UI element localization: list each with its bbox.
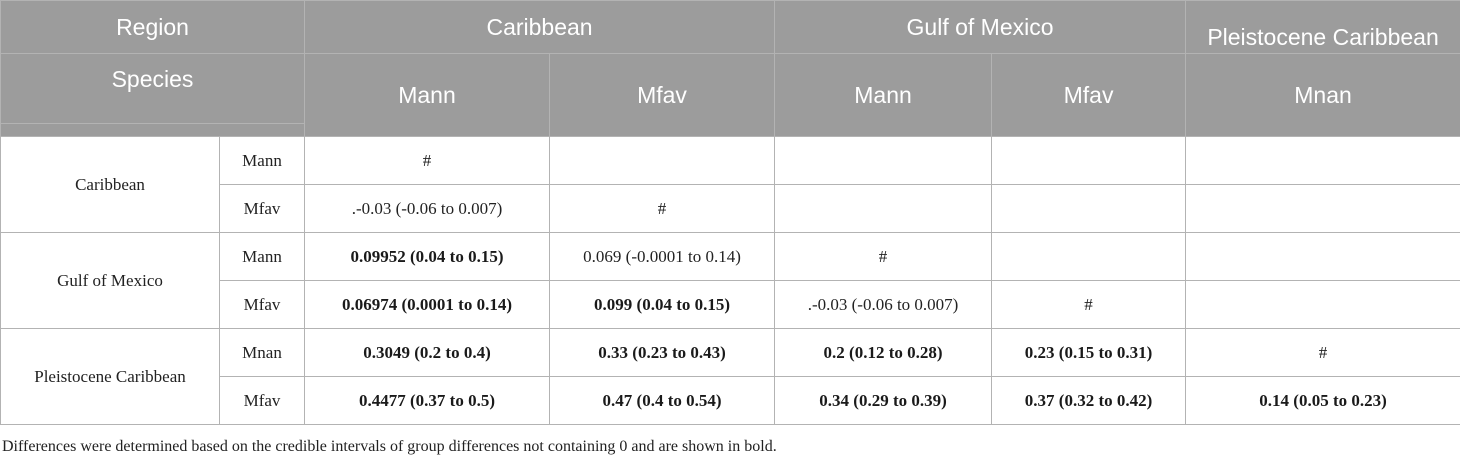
species-header: Species [0,53,306,137]
row-species-label: Mfav [218,376,306,425]
group-header-pleistocene-label: Pleistocene Caribbean [1207,23,1439,50]
table-cell: 0.33 (0.23 to 0.43) [549,328,776,377]
table-cell: 0.099 (0.04 to 0.15) [549,280,776,329]
table-row: Mfav 0.06974 (0.0001 to 0.14) 0.099 (0.0… [1,280,1460,329]
table-row: Mfav 0.4477 (0.37 to 0.5) 0.47 (0.4 to 0… [1,376,1460,425]
table-cell: 0.2 (0.12 to 0.28) [774,328,993,377]
table-cell [774,136,993,185]
group-header-caribbean: Caribbean [304,0,776,54]
table-cell [774,184,993,233]
row-species-label: Mann [218,232,306,281]
table-cell: .-0.03 (-0.06 to 0.007) [774,280,993,329]
table-cell: 0.3049 (0.2 to 0.4) [304,328,551,377]
table-cell [1185,280,1460,329]
table-cell: 0.37 (0.32 to 0.42) [991,376,1187,425]
table-row: Caribbean Mann # [0,136,1460,233]
species-header-col: Mfav [991,53,1187,137]
table-cell [549,136,776,185]
table-cell: 0.47 (0.4 to 0.54) [549,376,776,425]
table-cell [1185,232,1460,281]
table-cell: .-0.03 (-0.06 to 0.007) [304,184,551,233]
table-cell: # [1185,328,1460,377]
table-row: Gulf of Mexico Mann 0.09952 (0.04 to 0.1… [0,232,1460,329]
table-cell: 0.09952 (0.04 to 0.15) [304,232,551,281]
table-cell [1185,184,1460,233]
species-header-col: Mann [774,53,993,137]
table-row: Pleistocene Caribbean Mnan 0.3049 (0.2 t… [0,328,1460,425]
species-header-col: Mann [304,53,551,137]
species-header-label: Species [111,65,194,92]
species-header-col: Mnan [1185,53,1460,137]
table-cell: # [304,136,551,185]
group-header-pleistocene-caribbean: Pleistocene Caribbean [1185,0,1460,54]
table-footnote: Differences were determined based on the… [2,438,777,455]
table-cell: # [774,232,993,281]
table-row: Mfav .-0.03 (-0.06 to 0.007) # [1,184,1460,233]
table-cell: 0.23 (0.15 to 0.31) [991,328,1187,377]
table-cell [991,232,1187,281]
table-cell: 0.069 (-0.0001 to 0.14) [549,232,776,281]
table-cell [991,136,1187,185]
group-header-gulf-of-mexico: Gulf of Mexico [774,0,1187,54]
table-cell: 0.4477 (0.37 to 0.5) [304,376,551,425]
row-region-label: Pleistocene Caribbean [0,328,220,425]
row-species-label: Mnan [218,328,306,377]
row-species-label: Mann [218,136,306,185]
region-header: Region [0,0,306,54]
table-cell: 0.34 (0.29 to 0.39) [774,376,993,425]
species-header-divider [1,123,304,124]
row-species-label: Mfav [218,280,306,329]
table-cell [1185,136,1460,185]
row-region-label: Gulf of Mexico [0,232,220,329]
table-cell: # [991,280,1187,329]
comparison-table: Region Caribbean Gulf of Mexico Pleistoc… [0,0,1460,425]
table-cell: 0.06974 (0.0001 to 0.14) [304,280,551,329]
table-cell: # [549,184,776,233]
row-species-label: Mfav [218,184,306,233]
row-region-label: Caribbean [0,136,220,233]
table-cell [991,184,1187,233]
species-header-col: Mfav [549,53,776,137]
table-cell: 0.14 (0.05 to 0.23) [1185,376,1460,425]
